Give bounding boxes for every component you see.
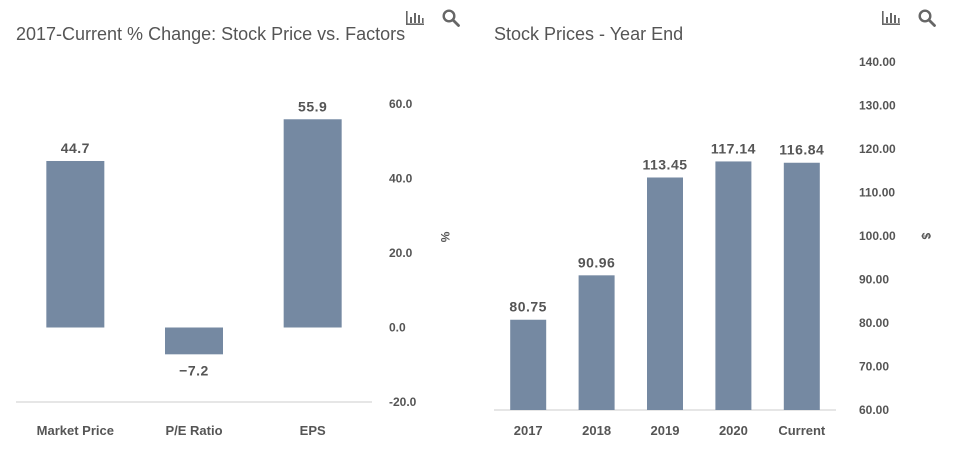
- x-tick-label: Current: [778, 423, 826, 438]
- data-label: 55.9: [298, 98, 327, 114]
- y-tick-label: 120.00: [859, 142, 896, 156]
- bar-2017[interactable]: [510, 319, 547, 410]
- data-label: 116.84: [779, 142, 824, 158]
- bar-eps[interactable]: [283, 119, 342, 328]
- search-icon[interactable]: [916, 8, 938, 28]
- x-tick-label: 2017: [514, 423, 543, 438]
- data-label: 80.75: [509, 299, 547, 315]
- chart-title: Stock Prices - Year End: [494, 24, 684, 44]
- bar-chart-icon[interactable]: [404, 8, 426, 28]
- bar-chart-icon[interactable]: [880, 8, 902, 28]
- data-label: −7.2: [179, 362, 209, 378]
- bar-2020[interactable]: [715, 161, 752, 410]
- x-tick-label: 2018: [582, 423, 611, 438]
- y-axis-label: $: [919, 233, 933, 240]
- y-tick-label: 140.00: [859, 55, 896, 69]
- y-axis-label: %: [438, 232, 452, 243]
- chart-panel-percent-change: 44.7 Market Price −7.2 P/E Ratio 55.9 EPS -20.…: [0, 0, 470, 452]
- y-tick-label: 90.00: [859, 273, 889, 287]
- y-tick-label: 130.00: [859, 99, 896, 113]
- stock-prices-chart: 80.75 2017 90.96 2018 113.45 2019 117.14 2020 11…: [494, 55, 933, 438]
- bar-p-e-ratio[interactable]: [165, 327, 223, 355]
- y-tick-label: -20.0: [389, 395, 417, 409]
- y-tick-label: 0.0: [389, 321, 406, 335]
- chart-toolbar: [880, 8, 938, 28]
- bar-current[interactable]: [783, 162, 820, 410]
- y-tick-label: 80.00: [859, 316, 889, 330]
- x-tick-label: EPS: [300, 423, 326, 438]
- bar-2019[interactable]: [647, 177, 683, 410]
- chart-toolbar: [404, 8, 462, 28]
- x-tick-label: Market Price: [37, 423, 114, 438]
- y-tick-label: 60.00: [859, 403, 889, 417]
- data-label: 113.45: [642, 156, 687, 172]
- y-tick-label: 100.00: [859, 229, 896, 243]
- data-label: 90.96: [578, 254, 616, 270]
- y-tick-label: 60.0: [389, 97, 413, 111]
- bar-market-price[interactable]: [46, 160, 105, 328]
- search-icon[interactable]: [440, 8, 462, 28]
- chart-panel-year-end-prices: 80.75 2017 90.96 2018 113.45 2019 117.14 2020 11…: [478, 0, 958, 452]
- data-label: 44.7: [61, 140, 90, 156]
- y-tick-label: 70.00: [859, 360, 889, 374]
- y-tick-label: 110.00: [859, 186, 895, 200]
- y-tick-label: 40.0: [389, 172, 413, 186]
- bar-2018[interactable]: [578, 275, 615, 410]
- x-tick-label: P/E Ratio: [165, 423, 222, 438]
- y-tick-label: 20.0: [389, 246, 413, 260]
- x-tick-label: 2020: [719, 423, 748, 438]
- x-tick-label: 2019: [651, 423, 680, 438]
- chart-title: 2017-Current % Change: Stock Price vs. F…: [16, 24, 406, 44]
- percent-change-chart: 44.7 Market Price −7.2 P/E Ratio 55.9 EPS -20.…: [16, 97, 452, 438]
- data-label: 117.14: [711, 140, 756, 156]
